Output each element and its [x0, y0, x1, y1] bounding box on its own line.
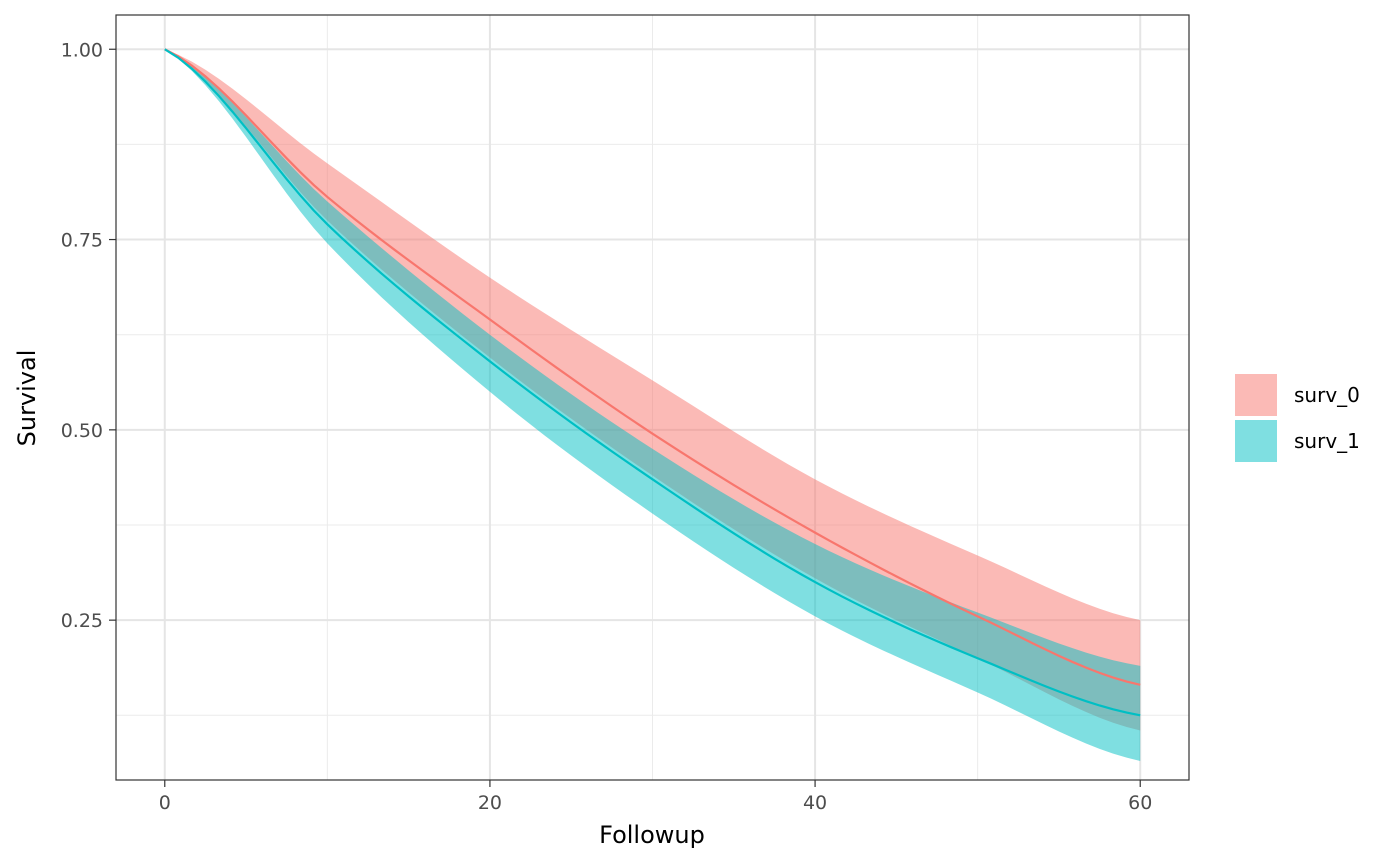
x-tick-label: 40 — [803, 792, 827, 814]
x-tick-label: 20 — [478, 792, 502, 814]
x-axis-title: Followup — [599, 821, 705, 849]
legend-label-surv_0: surv_0 — [1294, 383, 1360, 407]
y-axis-title: Survival — [13, 350, 41, 447]
legend: surv_0 surv_1 — [1235, 374, 1360, 462]
line-surv_1 — [164, 48, 1141, 717]
legend-key-surv_0 — [1235, 374, 1277, 416]
plot-border — [115, 14, 1190, 781]
survival-lines — [164, 48, 1141, 717]
line-surv_0 — [164, 48, 1141, 686]
ribbon-surv_1 — [164, 49, 1141, 761]
y-tick-label: 0.25 — [61, 610, 103, 632]
y-axis: 0.25 0.50 0.75 1.00 — [61, 39, 116, 632]
x-tick-label: 0 — [159, 792, 171, 814]
legend-label-surv_1: surv_1 — [1294, 429, 1360, 453]
y-tick-label: 0.75 — [61, 230, 103, 252]
ribbon-surv_0 — [164, 49, 1141, 731]
x-axis: 0 20 40 60 — [159, 780, 1152, 814]
y-tick-label: 1.00 — [61, 39, 103, 61]
legend-key-surv_1 — [1235, 420, 1277, 462]
y-tick-label: 0.50 — [61, 420, 103, 442]
x-tick-label: 60 — [1128, 792, 1152, 814]
confidence-ribbons — [164, 49, 1141, 761]
